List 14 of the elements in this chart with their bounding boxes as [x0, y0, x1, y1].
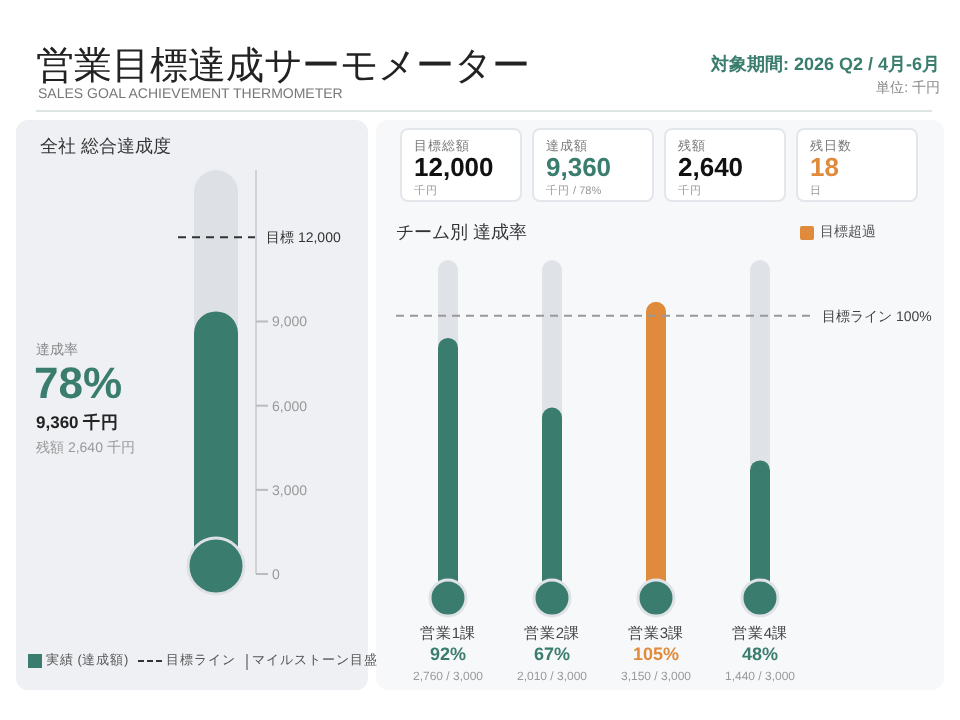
data-label: 67%: [533, 644, 571, 664]
chart-title: チーム別 達成率: [396, 220, 528, 246]
text: 18: [810, 152, 839, 182]
data-label: 48%: [741, 644, 779, 664]
text: 2,640: [678, 152, 744, 182]
text: 12,000: [414, 152, 494, 182]
text: 78%: [34, 358, 123, 410]
text: 9,360 千円: [36, 412, 120, 436]
data-label: 92%: [429, 644, 467, 664]
text: 対象期間: 2026 Q2 / 4月-6月: [710, 52, 940, 78]
text: 9,360: [546, 152, 612, 182]
data-label: 105%: [632, 644, 680, 664]
text: 営業目標達成サーモメーター: [36, 44, 530, 88]
chart-title: 全社 総合達成度: [40, 134, 172, 160]
